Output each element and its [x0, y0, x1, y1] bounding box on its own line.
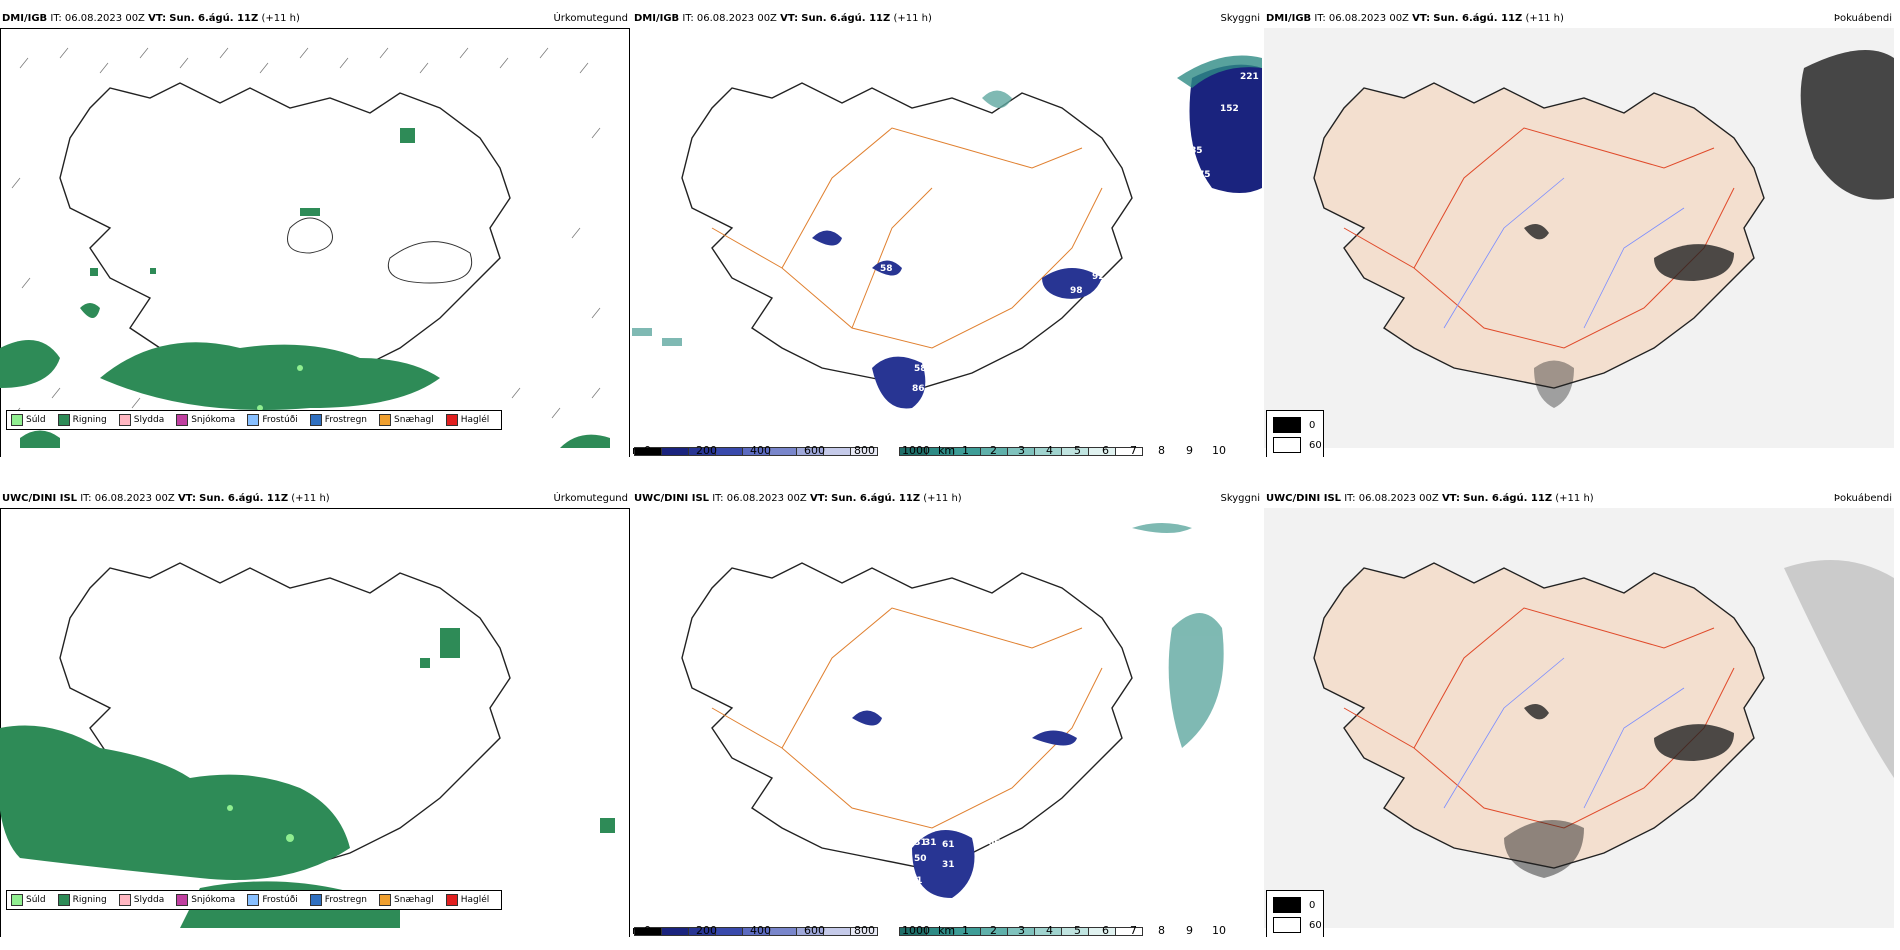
- model-name: UWC/DINI ISL: [2, 493, 78, 504]
- map-frame: [0, 28, 630, 457]
- fog-legend: 0 60: [1266, 410, 1324, 457]
- legend-swatch: [247, 414, 260, 426]
- field-name: Þokuábendi: [1833, 493, 1892, 504]
- visibility-ticks: m 0 200 400 600 800 1000 km 1 2 3 4 5 6 …: [632, 924, 1226, 937]
- visibility-colorbar: [634, 446, 1143, 456]
- init-time: 06.08.2023 00Z: [1328, 13, 1409, 24]
- field-name: Úrkomutegund: [553, 493, 628, 504]
- precip-type-legend: Súld Rigning Slydda Snjókoma Frostúði Fr…: [6, 410, 503, 430]
- model-name: DMI/IGB: [2, 13, 48, 24]
- model-name: UWC/DINI ISL: [634, 493, 710, 504]
- visibility-ticks: m 0 200 400 600 800 1000 km 1 2 3 4 5 6 …: [632, 444, 1226, 457]
- valid-time: Sun. 6.ágú. 11Z: [1463, 493, 1553, 504]
- panel-uwc-precip-type: UWC/DINI ISL IT: 06.08.2023 00Z VT: Sun.…: [0, 492, 630, 937]
- valid-time: Sun. 6.ágú. 11Z: [169, 13, 259, 24]
- field-name: Þokuábendi: [1833, 13, 1892, 24]
- valid-time: Sun. 6.ágú. 11Z: [199, 493, 289, 504]
- fog-legend: 0 60: [1266, 890, 1324, 937]
- model-name: DMI/IGB: [1266, 13, 1312, 24]
- valid-time: Sun. 6.ágú. 11Z: [831, 493, 921, 504]
- precip-type-legend: Súld Rigning Slydda Snjókoma Frostúði Fr…: [6, 890, 503, 910]
- map-visibility: [632, 55, 1262, 409]
- legend-swatch: [176, 894, 189, 906]
- legend-swatch: [309, 414, 322, 426]
- map-precip: [0, 562, 615, 928]
- field-name: Úrkomutegund: [553, 13, 628, 24]
- panel-uwc-fog: UWC/DINI ISL IT: 06.08.2023 00Z VT: Sun.…: [1264, 492, 1894, 937]
- legend-swatch: [445, 414, 458, 426]
- legend-swatch: [176, 414, 189, 426]
- field-name: Skyggni: [1220, 13, 1260, 24]
- visibility-labels-top: 221 152 85 75 23 86 58 98 92 68 58 32 86…: [806, 72, 1259, 402]
- valid-time: Sun. 6.ágú. 11Z: [1433, 13, 1523, 24]
- legend-swatch: [11, 414, 23, 426]
- map-precip: [0, 47, 610, 448]
- init-time: 06.08.2023 00Z: [94, 493, 175, 504]
- panel-uwc-visibility: UWC/DINI ISL IT: 06.08.2023 00Z VT: Sun.…: [632, 493, 1260, 937]
- legend-swatch: [11, 894, 23, 906]
- legend-swatch: [118, 414, 131, 426]
- field-name: Skyggni: [1220, 493, 1260, 504]
- model-name: DMI/IGB: [634, 13, 680, 24]
- map-fog: [1264, 508, 1894, 928]
- init-time: 06.08.2023 00Z: [726, 493, 807, 504]
- map-visibility: [681, 523, 1224, 898]
- legend-swatch: [247, 894, 260, 906]
- map-fog: [1264, 28, 1894, 448]
- init-time: 06.08.2023 00Z: [696, 13, 777, 24]
- valid-time: Sun. 6.ágú. 11Z: [801, 13, 891, 24]
- model-name: UWC/DINI ISL: [1266, 493, 1342, 504]
- legend-swatch: [445, 894, 458, 906]
- panel-dmi-fog: DMI/IGB IT: 06.08.2023 00Z VT: Sun. 6.ág…: [1264, 12, 1894, 457]
- legend-swatch: [379, 414, 392, 426]
- panel-dmi-precip-type: DMI/IGB IT: 06.08.2023 00Z VT: Sun. 6.ág…: [0, 12, 630, 457]
- visibility-colorbar: [634, 926, 1143, 936]
- visibility-labels-bottom: 136 62 91 61 31 50 31 66 31 131 95 60: [812, 724, 1081, 886]
- legend-swatch: [57, 894, 70, 906]
- init-time: 06.08.2023 00Z: [1358, 493, 1439, 504]
- legend-swatch: [309, 894, 322, 906]
- map-frame: [0, 508, 630, 937]
- init-time: 06.08.2023 00Z: [64, 13, 145, 24]
- legend-swatch: [118, 894, 131, 906]
- legend-swatch: [57, 414, 70, 426]
- panel-dmi-visibility: DMI/IGB IT: 06.08.2023 00Z VT: Sun. 6.ág…: [632, 13, 1262, 457]
- legend-swatch: [379, 894, 392, 906]
